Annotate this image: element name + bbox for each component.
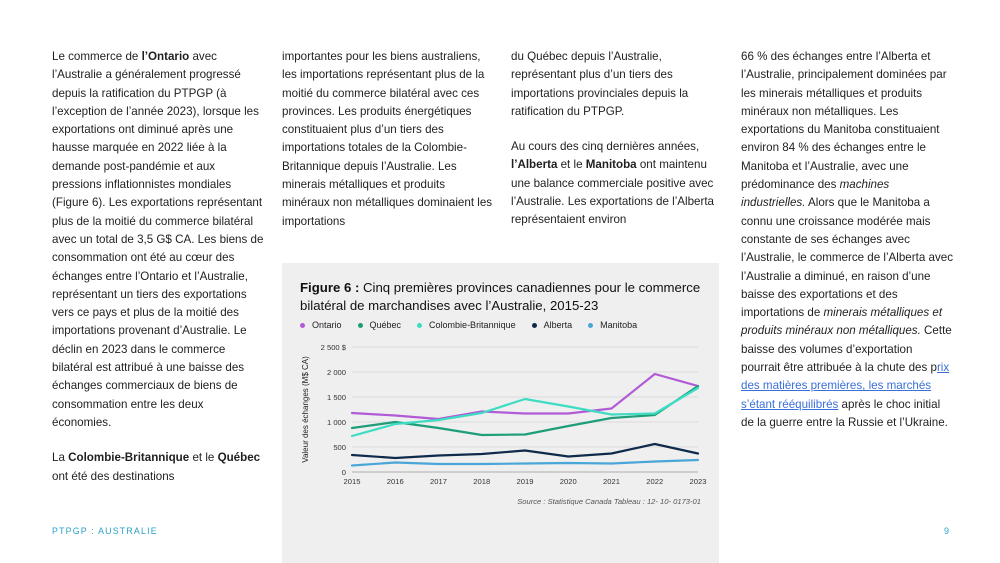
bold-alberta: l’Alberta (511, 158, 558, 172)
italic-machines: machines industrielles. (741, 178, 890, 210)
y-tick-label: 500 (333, 443, 346, 452)
paragraph-alberta-trade: 66 % des échanges entre l’Alberta et l’A… (741, 48, 953, 432)
legend-label: Colombie-Britannique (429, 320, 516, 330)
legend-label: Québec (369, 320, 402, 330)
text-run: ont été des destinations (52, 469, 175, 483)
legend-label: Manitoba (600, 320, 638, 330)
legend-swatch (357, 322, 363, 328)
legend-item-2: Colombie-Britannique (417, 320, 516, 330)
bold-colombie-britannique: Colombie-Britannique (68, 451, 190, 465)
series-line-3 (350, 442, 700, 460)
paragraph-imports: importantes pour les biens australiens, … (282, 50, 493, 228)
text-run: La (52, 451, 69, 465)
paragraph-alberta-manitoba: Au cours des cinq dernières années, l’Al… (511, 138, 723, 229)
footer-label: PTPGP : AUSTRALIE (52, 526, 158, 536)
text-run: après le choc initial de la guerre entre… (741, 397, 948, 429)
paragraph-cb-quebec: La Colombie-Britannique et le Québec ont… (52, 449, 264, 486)
page-number: 9 (944, 526, 950, 536)
x-tick-label: 2019 (517, 477, 534, 486)
text-column-3: du Québec depuis l’Australie, représenta… (511, 48, 723, 230)
paragraph-ontario: Le commerce de l’Ontario avec l’Australi… (52, 48, 264, 432)
text-run: Le commerce de (52, 50, 142, 63)
x-tick-label: 2015 (344, 477, 361, 486)
text-run: et le (557, 158, 586, 172)
x-tick-label: 2018 (473, 477, 490, 486)
text-run: avec l’Australie a généralement progress… (52, 50, 264, 429)
x-tick-label: 2021 (603, 477, 620, 486)
text-run: Cette baisse des volumes d’exportation p… (741, 324, 952, 375)
figure-label: Figure 6 : (300, 280, 360, 295)
x-tick-label: 2017 (430, 477, 447, 486)
legend-item-4: Manitoba (588, 320, 637, 330)
legend-item-0: Ontario (300, 320, 342, 330)
figure-source: Source : Statistique Canada Tableau : 12… (517, 497, 701, 506)
figure-title: Figure 6 : Cinq premières provinces cana… (300, 279, 710, 315)
commodity-prices-link[interactable]: rix des matières premières, les marchés … (741, 361, 950, 411)
text-column-1: Le commerce de l’Ontario avec l’Australi… (52, 48, 264, 486)
bold-quebec: Québec (217, 451, 261, 465)
legend-item-1: Québec (357, 320, 402, 330)
x-tick-label: 2016 (387, 477, 404, 486)
series-line-1 (350, 384, 700, 437)
legend-swatch (417, 322, 423, 328)
y-tick-label: 1 000 (327, 418, 346, 427)
text-column-2: importantes pour les biens australiens, … (282, 48, 494, 231)
text-run: Au cours des cinq dernières années, (511, 140, 700, 154)
paragraph-quebec: du Québec depuis l’Australie, représenta… (511, 50, 689, 118)
text-run: et le (189, 451, 218, 465)
chart-legend: Ontario Québec Colombie-Britannique Alberta… (300, 320, 715, 330)
bold-manitoba: Manitoba (585, 158, 637, 172)
bold-ontario: l’Ontario (141, 50, 190, 63)
series-line-0 (350, 372, 700, 421)
y-tick-label: 1 500 (327, 393, 346, 402)
legend-item-3: Alberta (531, 320, 573, 330)
y-tick-label: 2 500 $ (321, 343, 347, 352)
legend-swatch (588, 322, 594, 328)
x-tick-label: 2020 (560, 477, 577, 486)
text-run: ont maintenu une balance commerciale pos… (511, 158, 714, 227)
legend-swatch (300, 322, 305, 328)
line-chart: 0 500 1 000 1 500 2 000 2 500 $ 2015 2016 2017 20… (301, 343, 707, 486)
x-tick-label: 2022 (646, 477, 663, 486)
legend-label: Alberta (543, 320, 573, 330)
italic-minerais: minerais métalliques et produits minérau… (741, 306, 943, 338)
y-tick-label: 0 (342, 468, 346, 477)
legend-label: Ontario (312, 320, 342, 330)
series-line-2 (350, 386, 700, 438)
x-tick-label: 2023 (690, 477, 707, 486)
figure-6-panel: Figure 6 : Cinq premières provinces cana… (282, 263, 719, 563)
series-line-4 (350, 458, 700, 467)
y-tick-label: 2 000 (327, 368, 346, 377)
figure-caption: Cinq premières provinces canadiennes pou… (300, 280, 701, 313)
legend-swatch (531, 322, 537, 328)
text-run: 66 % des échanges entre l’Alberta et l’A… (741, 50, 947, 192)
y-axis-label: Valeur des échanges (M$ CA) (301, 356, 310, 463)
text-run: Alors que le Manitoba a connu une croiss… (741, 196, 953, 320)
text-column-4: 66 % des échanges entre l’Alberta et l’A… (741, 48, 953, 432)
